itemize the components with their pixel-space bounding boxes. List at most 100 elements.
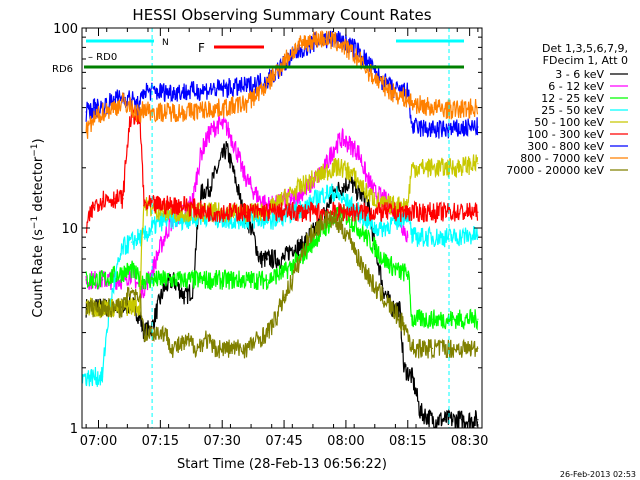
series-7-point-22: [332, 40, 335, 42]
series-2-point-26: [382, 258, 384, 260]
series-7-point-6: [139, 116, 141, 118]
series-7-point-29: [390, 91, 392, 93]
x-tick-label-2: 07:30: [203, 434, 240, 449]
series-6-point-27: [374, 71, 376, 73]
series-8-point-36: [452, 347, 454, 349]
series-1-point-12: [209, 132, 211, 134]
legend-entry-label-3: 25 - 50 keV: [541, 104, 604, 117]
series-1-point-30: [357, 151, 359, 153]
x-tick-label-1: 07:15: [142, 434, 179, 449]
series-4-point-16: [300, 186, 302, 188]
series-7-point-26: [365, 68, 368, 71]
series-7-point-10: [184, 111, 186, 113]
series-2-point-24: [365, 236, 368, 238]
series-3-point-1: [102, 376, 104, 378]
series-8-point-3: [130, 287, 133, 289]
series-layer: [82, 29, 479, 428]
series-3-point-4: [139, 236, 141, 238]
series-8-point-17: [275, 318, 277, 320]
x-tick-label-5: 08:15: [389, 434, 426, 449]
series-8-point-19: [291, 279, 293, 281]
series-7-point-34: [452, 109, 454, 111]
series-8-point-24: [332, 219, 335, 221]
series-5-point-24: [452, 211, 454, 213]
series-8-point-8: [172, 347, 174, 349]
series-8-point-34: [411, 347, 413, 349]
series-0-point-33: [382, 287, 384, 289]
instrument-markers: N F – RD0 RD6: [52, 28, 464, 428]
series-6-point-23: [341, 40, 343, 42]
series-6-point-34: [452, 129, 454, 131]
x-tick-label-3: 07:45: [265, 434, 302, 449]
series-8-point-28: [365, 271, 368, 273]
series-5-point-11: [205, 211, 207, 213]
series-8-point-9: [180, 344, 182, 346]
series-5-point-4: [122, 198, 124, 200]
y-tick-label-2: 100: [53, 22, 78, 37]
series-8-point-27: [357, 258, 359, 260]
series-5-point-10: [184, 204, 186, 206]
series-6-point-9: [163, 91, 166, 93]
series-2-point-31: [431, 318, 434, 320]
series-8-point-16: [267, 332, 269, 334]
series-5-point-16: [308, 211, 310, 213]
series-3-point-26: [382, 227, 384, 229]
series-2-point-2: [122, 271, 124, 273]
series-0-point-17: [250, 227, 252, 229]
series-6-point-35: [477, 126, 479, 128]
series-0-point-28: [341, 186, 343, 188]
series-line-0: [85, 141, 479, 428]
series-7-point-2: [102, 111, 104, 113]
series-0-point-30: [357, 192, 359, 194]
series-3-point-18: [316, 198, 318, 200]
series-3-point-27: [390, 223, 392, 225]
series-8-point-26: [349, 236, 351, 238]
series-3-point-3: [130, 241, 133, 243]
series-1-point-18: [258, 198, 260, 200]
rd0-label: – RD0: [88, 52, 117, 63]
series-8-point-20: [300, 258, 302, 260]
series-2-point-25: [374, 246, 376, 248]
series-6-point-5: [130, 98, 133, 100]
series-1-point-14: [225, 126, 227, 128]
legend: Det 1,3,5,6,7,9,FDecim 1, Att 03 - 6 keV…: [506, 42, 628, 177]
series-3-point-2: [122, 246, 124, 248]
series-6-point-25: [357, 51, 359, 53]
series-6-point-10: [184, 91, 186, 93]
series-1-point-27: [332, 147, 335, 149]
series-7-point-23: [341, 44, 343, 46]
series-7-point-25: [357, 58, 359, 60]
series-4-point-26: [382, 204, 384, 206]
y-axis-label-close: ): [31, 138, 46, 143]
series-7-point-27: [374, 77, 376, 79]
series-8-point-13: [213, 347, 215, 349]
series-5-point-1: [93, 204, 95, 206]
series-7-point-16: [283, 60, 285, 63]
series-4-point-19: [324, 171, 326, 173]
legend-title-line-0: Det 1,3,5,6,7,9,: [542, 42, 628, 55]
series-3-point-21: [341, 198, 343, 200]
series-6-point-0: [85, 111, 87, 113]
series-5-point-9: [163, 204, 166, 206]
series-4-point-6: [151, 208, 153, 210]
series-7-point-9: [163, 111, 166, 113]
series-8-point-21: [308, 236, 310, 238]
series-0-point-23: [300, 246, 302, 248]
x-tick-label-6: 08:30: [451, 434, 488, 449]
series-5-point-7: [143, 204, 145, 206]
legend-entry-label-4: 50 - 100 keV: [534, 116, 604, 129]
series-0-point-21: [283, 258, 285, 260]
series-3-point-25: [374, 227, 376, 229]
series-3-point-31: [431, 236, 434, 238]
series-1-point-29: [349, 144, 351, 146]
series-3-point-28: [398, 219, 401, 221]
series-1-point-11: [201, 151, 203, 153]
series-4-point-30: [411, 167, 413, 169]
series-5-point-18: [349, 211, 351, 213]
y-axis-label: Count Rate (s−1 detector−1): [30, 138, 46, 317]
series-8-point-29: [374, 287, 376, 289]
series-0-point-12: [209, 186, 211, 188]
series-line-7: [85, 29, 479, 139]
series-0-point-38: [419, 411, 421, 413]
series-4-point-4: [139, 307, 141, 309]
